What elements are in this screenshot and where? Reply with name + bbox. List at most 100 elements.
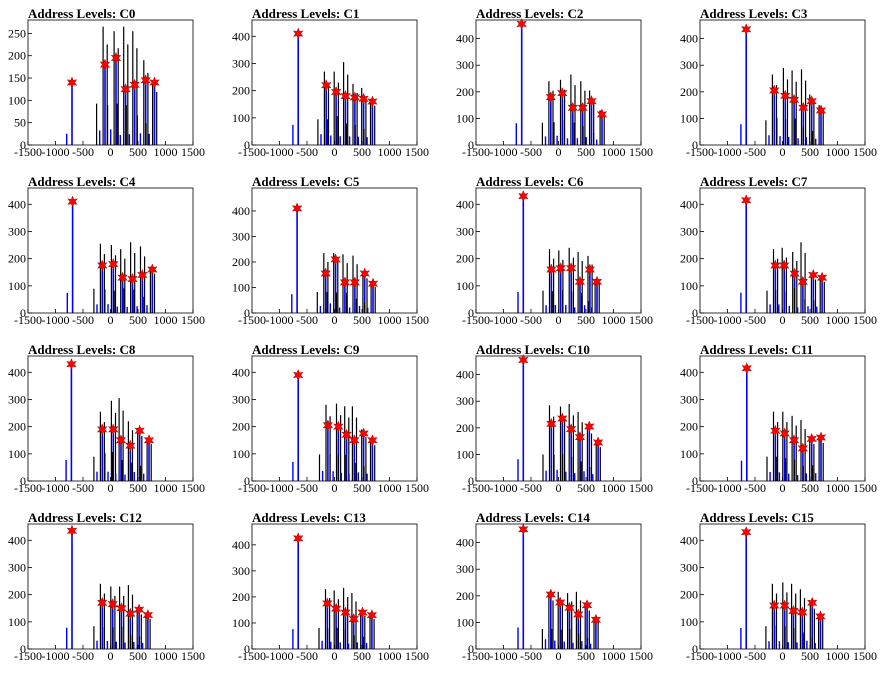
peak-marker bbox=[555, 262, 566, 275]
bar bbox=[781, 247, 783, 313]
x-tick-label: 0 bbox=[556, 649, 562, 663]
x-tick-label: -500 bbox=[296, 313, 318, 327]
y-tick-label: 200 bbox=[232, 84, 250, 98]
bar bbox=[787, 642, 789, 649]
bar bbox=[565, 304, 567, 313]
peak-marker bbox=[366, 609, 378, 622]
bar bbox=[362, 433, 365, 481]
panel-c5: Address Levels: C5 0 100 200 300 400 -1500 -100… bbox=[232, 174, 429, 327]
y-tick-label: 150 bbox=[8, 71, 26, 85]
bar bbox=[545, 470, 547, 481]
bar bbox=[357, 136, 359, 145]
bar bbox=[321, 640, 323, 649]
bar bbox=[550, 269, 553, 313]
bar bbox=[579, 437, 581, 481]
bar bbox=[365, 96, 367, 145]
peak-marker bbox=[806, 432, 817, 445]
y-tick-label: 100 bbox=[456, 111, 474, 125]
bar bbox=[329, 303, 331, 313]
bar bbox=[586, 425, 588, 481]
y-tick-label: 400 bbox=[8, 365, 26, 379]
panel-title: Address Levels: C4 bbox=[28, 174, 136, 189]
y-tick-label: 200 bbox=[680, 85, 698, 99]
plot-frame bbox=[475, 355, 642, 482]
x-tick-label: 500 bbox=[129, 649, 147, 663]
bar bbox=[107, 105, 109, 145]
y-tick-label: 100 bbox=[456, 447, 474, 461]
peak-marker bbox=[779, 599, 790, 612]
bar bbox=[354, 125, 356, 145]
x-tick-label: -1500 bbox=[238, 481, 266, 495]
x-tick-label: 0 bbox=[780, 313, 786, 327]
panel-title: Address Levels: C8 bbox=[28, 342, 136, 357]
bar bbox=[103, 593, 105, 649]
x-tick-label: -500 bbox=[72, 313, 94, 327]
bar bbox=[601, 114, 603, 145]
panel-c6: Address Levels: C6 0 100 200 300 400 -1500 -100… bbox=[456, 174, 653, 327]
bar bbox=[340, 415, 342, 481]
y-tick-label: 100 bbox=[680, 615, 698, 629]
peak-marker bbox=[516, 17, 527, 31]
x-tick-label: 1000 bbox=[154, 481, 178, 495]
bar bbox=[782, 582, 784, 649]
bar bbox=[138, 609, 140, 649]
bar bbox=[554, 640, 556, 649]
bar bbox=[575, 591, 577, 649]
bar bbox=[93, 456, 95, 481]
bar bbox=[552, 90, 554, 145]
peak-marker bbox=[577, 101, 588, 114]
bar bbox=[138, 636, 141, 649]
panel-title: Address Levels: C12 bbox=[28, 510, 142, 525]
bar bbox=[140, 465, 142, 481]
bar bbox=[139, 133, 142, 145]
y-tick-label: 300 bbox=[232, 392, 250, 406]
y-tick-label: 100 bbox=[456, 615, 474, 629]
x-tick-label: 500 bbox=[353, 481, 371, 495]
bar bbox=[141, 275, 144, 313]
bar bbox=[786, 422, 788, 481]
y-tick-label: 400 bbox=[456, 536, 474, 550]
panel-title: Address Levels: C6 bbox=[476, 174, 584, 189]
x-tick-label: -1500 bbox=[686, 481, 714, 495]
bar bbox=[569, 629, 571, 649]
x-tick-label: 0 bbox=[332, 481, 338, 495]
x-tick-label: -1000 bbox=[42, 145, 70, 159]
bar bbox=[150, 444, 152, 481]
x-tick-label: -500 bbox=[72, 145, 94, 159]
bar bbox=[765, 626, 767, 649]
bar bbox=[594, 279, 596, 313]
bar bbox=[355, 298, 357, 313]
x-tick-label: -1500 bbox=[238, 145, 266, 159]
bar bbox=[745, 532, 747, 649]
bar bbox=[103, 254, 105, 313]
bar bbox=[112, 429, 115, 481]
y-tick-label: 0 bbox=[244, 138, 250, 152]
bar bbox=[335, 608, 337, 649]
bar bbox=[136, 48, 138, 146]
peak-marker bbox=[770, 424, 781, 437]
bar bbox=[129, 445, 132, 481]
bar bbox=[104, 452, 106, 481]
peak-marker bbox=[557, 87, 568, 100]
bar bbox=[137, 428, 139, 481]
bar bbox=[597, 621, 599, 649]
y-tick-label: 100 bbox=[8, 279, 26, 293]
bar bbox=[818, 436, 820, 481]
peak-marker bbox=[780, 89, 791, 102]
x-tick-label: -1500 bbox=[462, 481, 490, 495]
bar bbox=[774, 265, 777, 313]
bar bbox=[369, 98, 372, 145]
y-tick-label: 300 bbox=[232, 56, 250, 70]
bar bbox=[112, 452, 114, 481]
bar bbox=[122, 410, 124, 481]
bar bbox=[809, 94, 811, 145]
bar bbox=[326, 603, 329, 649]
bar bbox=[101, 429, 104, 481]
y-tick-label: 0 bbox=[20, 474, 26, 488]
bar bbox=[356, 264, 358, 313]
bar bbox=[114, 595, 116, 649]
panel-c4: Address Levels: C4 0 100 200 300 400 -1500 -100… bbox=[8, 174, 205, 327]
bar bbox=[821, 277, 823, 313]
bar bbox=[134, 252, 136, 313]
bar bbox=[580, 81, 582, 145]
